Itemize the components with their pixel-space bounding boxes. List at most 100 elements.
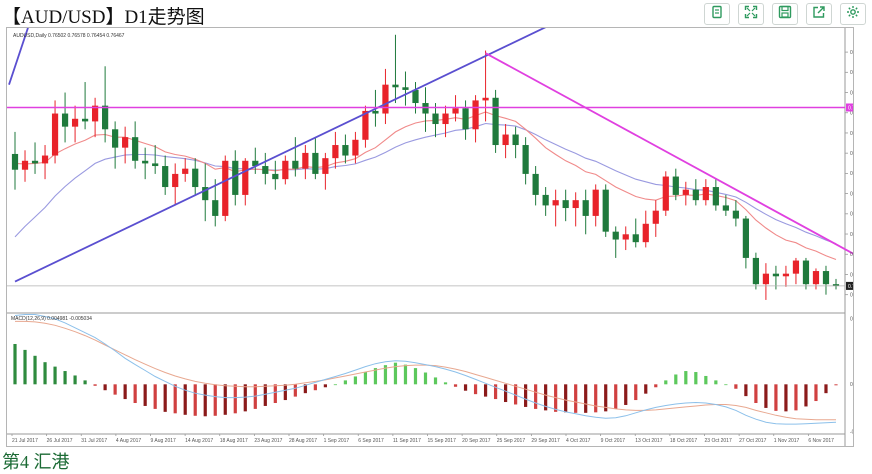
candle-body xyxy=(392,84,399,88)
candle-body xyxy=(782,273,790,277)
macd-histogram-bar xyxy=(243,384,247,412)
share-button[interactable] xyxy=(806,3,832,25)
time-tick-label: 6 Sep 2017 xyxy=(358,438,384,444)
fullscreen-button[interactable] xyxy=(738,3,764,25)
time-tick-label: 31 Jul 2017 xyxy=(81,438,107,444)
time-tick-label: 1 Sep 2017 xyxy=(324,438,350,444)
candle-body xyxy=(212,200,219,216)
candle-body xyxy=(322,158,329,174)
macd-signal-line xyxy=(15,320,836,421)
macd-histogram-bar xyxy=(574,384,578,413)
candle-body xyxy=(752,257,760,285)
time-tick-label: 20 Sep 2017 xyxy=(462,438,491,444)
candle-body xyxy=(802,260,810,285)
candle-body xyxy=(662,176,669,211)
macd-histogram-bar xyxy=(323,384,327,388)
macd-histogram-bar xyxy=(163,384,167,412)
candle-body xyxy=(612,231,619,240)
candle-body xyxy=(41,155,49,164)
macd-histogram-bar xyxy=(233,384,237,414)
macd-histogram-bar xyxy=(724,384,728,386)
candle-body xyxy=(342,145,349,156)
price-tick-label: 0.80535 xyxy=(850,70,853,76)
price-tick-label: 0.76300 xyxy=(850,292,853,298)
macd-axis-label: 0.00 xyxy=(850,382,853,388)
resistance-price-label: 0.79865 xyxy=(848,105,853,111)
candle-body xyxy=(702,187,709,201)
macd-histogram-bar xyxy=(363,372,368,385)
candle-body xyxy=(262,166,269,174)
candle-body xyxy=(532,173,539,195)
title-bar: 【AUD/USD】D1走势图 xyxy=(0,0,872,28)
time-tick-label: 23 Oct 2017 xyxy=(705,438,732,444)
settings-button[interactable] xyxy=(840,3,866,25)
macd-histogram-bar xyxy=(23,349,27,385)
candle-body xyxy=(202,187,209,201)
macd-histogram-bar xyxy=(153,384,157,409)
macd-histogram-bar xyxy=(383,365,388,385)
macd-histogram-bar xyxy=(373,368,378,385)
ascending-support-line xyxy=(14,28,547,283)
candle-body xyxy=(272,173,279,180)
macd-histogram-bar xyxy=(834,384,838,386)
candle-body xyxy=(152,163,159,167)
candle-body xyxy=(812,271,820,285)
macd-histogram-bar xyxy=(193,384,197,416)
candle-body xyxy=(242,160,249,195)
macd-histogram-bar xyxy=(403,364,408,385)
candle-body xyxy=(382,84,389,114)
macd-histogram-bar xyxy=(43,362,47,385)
macd-histogram-bar xyxy=(714,380,718,385)
macd-histogram-bar xyxy=(223,384,227,415)
macd-histogram-bar xyxy=(393,362,398,385)
time-tick-label: 25 Sep 2017 xyxy=(497,438,526,444)
time-tick-label: 4 Oct 2017 xyxy=(566,438,591,444)
macd-histogram-bar xyxy=(183,384,187,415)
macd-histogram-bar xyxy=(564,384,568,413)
price-tick-label: 0.77455 xyxy=(850,232,853,238)
candle-body xyxy=(332,145,339,159)
candle-body xyxy=(362,110,369,140)
candle-body xyxy=(822,271,830,285)
macd-histogram-bar xyxy=(684,371,688,385)
copy-button[interactable] xyxy=(704,3,730,25)
candle-body xyxy=(642,223,649,243)
candle-body xyxy=(622,234,629,240)
time-tick-label: 15 Sep 2017 xyxy=(428,438,457,444)
macd-histogram-bar xyxy=(73,375,77,385)
candle-body xyxy=(482,97,489,101)
candle-body xyxy=(172,173,179,188)
macd-histogram-bar xyxy=(483,384,488,397)
macd-histogram-bar xyxy=(473,384,478,395)
macd-histogram-bar xyxy=(784,384,788,412)
candle-body xyxy=(81,118,89,122)
candle-body xyxy=(142,160,149,164)
candle-body xyxy=(542,194,549,206)
candle-body xyxy=(632,234,639,243)
candle-body xyxy=(11,153,19,170)
candle-body xyxy=(91,105,99,122)
candle-body xyxy=(472,100,479,130)
macd-histogram-bar xyxy=(123,384,127,400)
macd-histogram-bar xyxy=(133,384,137,404)
time-tick-label: 6 Nov 2017 xyxy=(808,438,834,444)
macd-axis-label: -0.008615 xyxy=(850,430,853,436)
macd-histogram-bar xyxy=(353,376,358,385)
macd-histogram-bar xyxy=(744,384,748,397)
macd-histogram-bar xyxy=(644,384,648,394)
save-icon xyxy=(778,5,792,24)
candle-body xyxy=(282,160,289,180)
price-chart: 0.80920 0.80535 0.80150 0.79765 0.79380 0.789… xyxy=(7,28,853,446)
macd-label: MACD(12,26,9) 0.004981 -0.005034 xyxy=(11,316,92,322)
save-button[interactable] xyxy=(772,3,798,25)
settings-icon xyxy=(846,5,860,24)
candle-body xyxy=(762,273,770,285)
macd-histogram-bar xyxy=(614,384,618,409)
ma-slow-line xyxy=(14,122,837,245)
macd-histogram-bar xyxy=(13,343,17,385)
candle-body xyxy=(522,145,529,174)
macd-histogram-bar xyxy=(463,384,468,391)
candle-body xyxy=(492,97,499,146)
time-tick-label: 21 Jul 2017 xyxy=(12,438,38,444)
time-tick-label: 13 Oct 2017 xyxy=(635,438,662,444)
